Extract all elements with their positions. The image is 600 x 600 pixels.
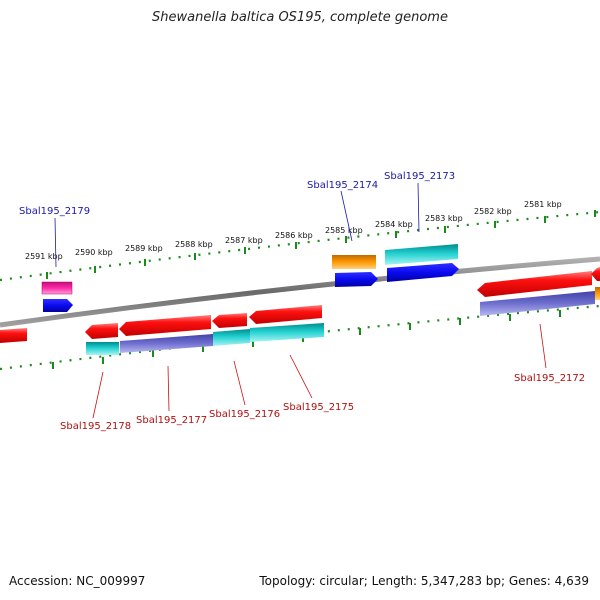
- gene-labels-bottom: Sbal195_2178 Sbal195_2177 Sbal195_2176 S…: [60, 373, 585, 432]
- kbp-label: 2586 kbp: [275, 231, 313, 240]
- gene-feature[interactable]: [335, 272, 378, 287]
- gene-feature[interactable]: [86, 342, 119, 355]
- kbp-label: 2584 kbp: [375, 220, 413, 229]
- gene-label: Sbal195_2179: [19, 206, 90, 217]
- kbp-label: 2588 kbp: [175, 240, 213, 249]
- gene-feature[interactable]: [332, 255, 376, 269]
- gene-feature[interactable]: [591, 267, 600, 281]
- accession-text: Accession: NC_009997: [9, 574, 146, 588]
- gene-feature[interactable]: [119, 315, 211, 336]
- upper-tick-track: [0, 210, 600, 282]
- gene-label: Sbal195_2173: [384, 171, 455, 182]
- kbp-label: 2582 kbp: [474, 207, 512, 216]
- callout-lines-top: [54, 182, 420, 268]
- lower-major-ticks: [52, 310, 561, 369]
- genome-backbone: [0, 256, 600, 328]
- gene-label: Sbal195_2174: [307, 180, 378, 191]
- kbp-label: 2591 kbp: [25, 252, 63, 261]
- gene-label: Sbal195_2176: [209, 409, 280, 420]
- map-title: Shewanella baltica OS195, complete genom…: [152, 10, 448, 25]
- gene-feature[interactable]: [212, 313, 247, 328]
- kbp-label: 2590 kbp: [75, 248, 113, 257]
- kbp-label: 2587 kbp: [225, 236, 263, 245]
- kbp-labels: 2591 kbp 2590 kbp 2589 kbp 2588 kbp 2587…: [25, 200, 562, 261]
- gene-labels-top: Sbal195_2179 Sbal195_2174 Sbal195_2173: [19, 171, 455, 217]
- gene-feature[interactable]: [480, 291, 595, 316]
- gene-feature[interactable]: [213, 329, 250, 346]
- kbp-label: 2589 kbp: [125, 244, 163, 253]
- upper-major-ticks: [46, 210, 596, 279]
- topology-text: Topology: circular; Length: 5,347,283 bp…: [259, 574, 589, 588]
- callout-lines-bottom: [92, 323, 547, 419]
- gene-label: Sbal195_2175: [283, 402, 354, 413]
- gene-feature[interactable]: [250, 323, 324, 342]
- gene-label: Sbal195_2178: [60, 421, 131, 432]
- gene-feature[interactable]: [477, 271, 592, 297]
- gene-feature[interactable]: [41, 281, 73, 295]
- gene-label: Sbal195_2172: [514, 373, 585, 384]
- gene-feature[interactable]: [43, 299, 73, 312]
- kbp-label: 2583 kbp: [425, 214, 463, 223]
- reverse-strand-genes: [0, 267, 600, 355]
- gene-feature[interactable]: [120, 334, 213, 353]
- forward-strand-genes: [41, 244, 459, 312]
- gene-feature[interactable]: [595, 287, 600, 300]
- kbp-label: 2585 kbp: [325, 226, 363, 235]
- gene-feature[interactable]: [85, 323, 118, 339]
- gene-feature[interactable]: [249, 305, 322, 324]
- kbp-label: 2581 kbp: [524, 200, 562, 209]
- gene-feature[interactable]: [385, 244, 458, 265]
- gene-label: Sbal195_2177: [136, 415, 207, 426]
- gene-feature[interactable]: [387, 263, 459, 282]
- gene-feature[interactable]: [0, 328, 27, 343]
